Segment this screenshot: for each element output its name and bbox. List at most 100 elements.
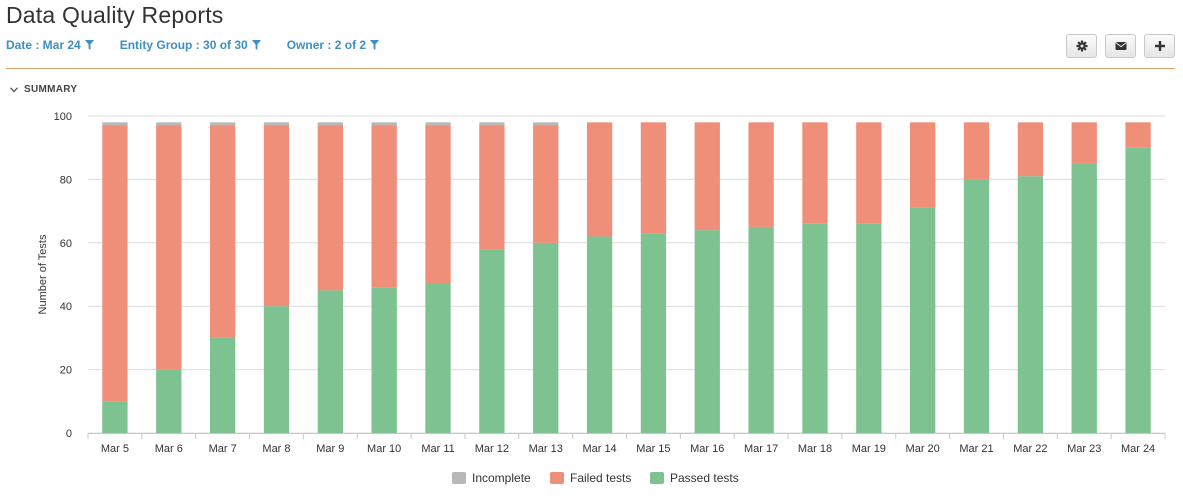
owner-filter-label: Owner : 2 of 2 <box>286 38 367 52</box>
x-tick-label: Mar 22 <box>1013 443 1047 455</box>
bar-passed-tests <box>263 306 290 433</box>
x-tick-label: Mar 10 <box>367 443 401 455</box>
add-button[interactable] <box>1144 34 1175 58</box>
chevron-down-icon <box>10 86 18 93</box>
bar-failed-tests <box>317 125 343 291</box>
x-tick-label: Mar 13 <box>529 443 563 455</box>
filter-icon <box>84 40 94 50</box>
bar-incomplete <box>371 122 397 126</box>
bar-passed-tests <box>1017 176 1044 433</box>
bar-passed-tests <box>640 233 667 433</box>
x-tick-label: Mar 15 <box>636 443 670 455</box>
entity-group-filter-label: Entity Group : 30 of 30 <box>119 38 248 52</box>
bar-incomplete <box>102 122 128 126</box>
bar-incomplete <box>317 122 343 126</box>
y-tick-label: 60 <box>60 238 72 250</box>
bar-passed-tests <box>1125 147 1151 433</box>
page-title: Data Quality Reports <box>6 2 224 28</box>
y-axis-label: Number of Tests <box>37 234 49 314</box>
x-tick-label: Mar 11 <box>421 443 454 455</box>
filter-icon <box>251 40 261 50</box>
envelope-icon <box>1114 42 1127 50</box>
summary-label: SUMMARY <box>24 84 78 95</box>
date-filter-label: Date : Mar 24 <box>6 38 81 52</box>
bar-failed-tests <box>479 125 505 250</box>
bar-failed-tests <box>640 122 667 234</box>
bar-failed-tests <box>371 125 397 288</box>
bar-incomplete <box>263 122 290 126</box>
y-tick-label: 100 <box>54 111 72 123</box>
bar-passed-tests <box>209 337 236 433</box>
bar-incomplete <box>479 122 505 126</box>
legend-label: Failed tests <box>570 471 631 485</box>
x-tick-label: Mar 9 <box>316 443 344 455</box>
legend-swatch <box>650 472 664 484</box>
x-tick-label: Mar 18 <box>798 443 832 455</box>
x-tick-label: Mar 21 <box>959 443 993 455</box>
x-tick-label: Mar 17 <box>744 443 778 455</box>
bar-failed-tests <box>694 122 720 231</box>
date-filter[interactable]: Date : Mar 24 <box>6 38 94 52</box>
summary-toggle[interactable]: SUMMARY <box>10 84 77 95</box>
y-tick-label: 40 <box>60 301 72 313</box>
bar-passed-tests <box>586 236 613 433</box>
bar-passed-tests <box>317 290 343 433</box>
bar-failed-tests <box>1125 122 1151 148</box>
bar-failed-tests <box>533 125 559 243</box>
header-divider <box>6 68 1175 69</box>
bar-passed-tests <box>856 223 882 433</box>
bar-failed-tests <box>802 122 828 224</box>
x-tick-label: Mar 16 <box>690 443 724 455</box>
bar-failed-tests <box>263 125 290 307</box>
bar-failed-tests <box>102 125 128 402</box>
bar-failed-tests <box>156 125 182 370</box>
gear-icon <box>1076 40 1087 52</box>
plus-icon <box>1154 41 1165 51</box>
x-tick-label: Mar 24 <box>1121 443 1155 455</box>
bar-passed-tests <box>1071 163 1097 434</box>
summary-chart: 0 20 40 60 80 100 Number of Tests Mar 5 Mar 6 Mar… <box>37 111 1166 485</box>
bar-failed-tests <box>586 122 613 237</box>
x-tick-label: Mar 8 <box>262 443 290 455</box>
y-tick-label: 80 <box>60 174 72 186</box>
x-tick-label: Mar 14 <box>582 443 616 455</box>
bar-failed-tests <box>748 122 774 227</box>
bar-passed-tests <box>533 242 559 433</box>
bar-passed-tests <box>479 249 505 433</box>
x-tick-label: Mar 23 <box>1067 443 1101 455</box>
x-tick-label: Mar 19 <box>852 443 886 455</box>
bar-failed-tests <box>1017 122 1044 177</box>
bar-incomplete <box>425 122 451 126</box>
bar-passed-tests <box>102 401 128 433</box>
bar-failed-tests <box>209 125 236 338</box>
legend-swatch <box>452 472 466 484</box>
bar-passed-tests <box>802 223 828 433</box>
bar-failed-tests <box>963 122 990 180</box>
entity-group-filter[interactable]: Entity Group : 30 of 30 <box>120 38 261 52</box>
bar-passed-tests <box>371 287 397 433</box>
bar-passed-tests <box>694 230 720 433</box>
legend-label: Passed tests <box>670 471 739 485</box>
bar-failed-tests <box>856 122 882 224</box>
x-tick-label: Mar 20 <box>906 443 940 455</box>
x-tick-label: Mar 7 <box>209 443 237 455</box>
x-tick-label: Mar 12 <box>475 443 509 455</box>
x-tick-label: Mar 6 <box>155 443 183 455</box>
filter-bar: Date : Mar 24 Entity Group : 30 of 30 Ow… <box>6 38 380 52</box>
bar-incomplete <box>209 122 236 126</box>
owner-filter[interactable]: Owner : 2 of 2 <box>286 38 380 52</box>
bar-incomplete <box>156 122 182 126</box>
settings-button[interactable] <box>1066 34 1097 58</box>
bar-passed-tests <box>425 284 451 433</box>
bar-passed-tests <box>910 207 936 433</box>
bar-passed-tests <box>156 369 182 433</box>
toolbar <box>1066 34 1175 58</box>
x-tick-label: Mar 5 <box>101 443 129 455</box>
bar-passed-tests <box>748 226 774 433</box>
bar-failed-tests <box>425 125 451 285</box>
email-button[interactable] <box>1105 34 1136 58</box>
bar-incomplete <box>533 122 559 126</box>
y-tick-label: 20 <box>60 365 72 377</box>
bar-passed-tests <box>963 179 990 433</box>
bar-failed-tests <box>910 122 936 208</box>
